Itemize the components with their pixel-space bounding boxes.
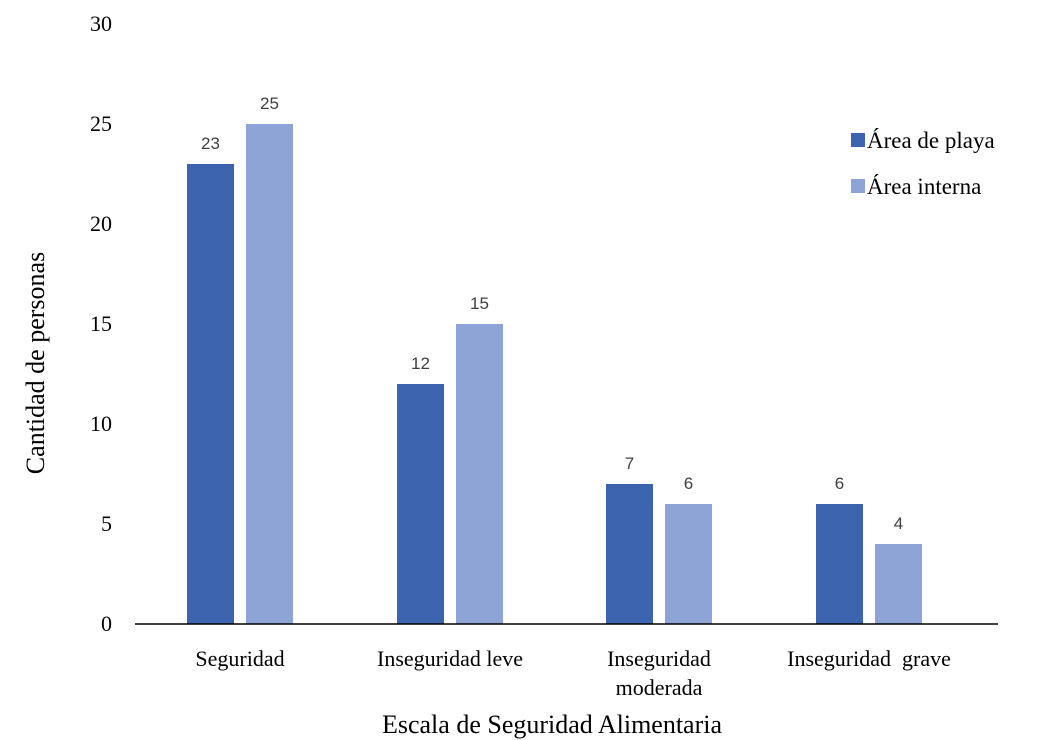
bar-series1-cat1 <box>456 324 503 624</box>
y-tick-label-10: 10 <box>90 411 112 436</box>
bar-series0-cat0 <box>187 164 234 624</box>
data-label-series1-cat3: 4 <box>894 514 903 533</box>
data-label-series0-cat3: 6 <box>835 474 844 493</box>
y-tick-label-15: 15 <box>90 311 112 336</box>
x-category-label-0-line-0: Seguridad <box>195 646 284 671</box>
data-label-series0-cat1: 12 <box>411 354 430 373</box>
y-axis-tick-labels: 0 5 10 15 20 25 30 <box>90 11 112 636</box>
data-label-series1-cat0: 25 <box>260 94 279 113</box>
data-label-series1-cat2: 6 <box>684 474 693 493</box>
bars-group <box>187 124 922 624</box>
y-tick-label-30: 30 <box>90 11 112 36</box>
x-category-label-2-line-0: Inseguridad <box>607 646 711 671</box>
y-tick-label-20: 20 <box>90 211 112 236</box>
legend-swatch-0 <box>851 133 865 147</box>
x-category-label-3-line-0: Inseguridad grave <box>787 646 951 671</box>
bar-series1-cat2 <box>665 504 712 624</box>
data-label-series0-cat0: 23 <box>201 134 220 153</box>
y-axis-title: Cantidad de personas <box>21 252 50 474</box>
bar-series1-cat0 <box>246 124 293 624</box>
x-axis-category-labels: Seguridad Inseguridad leve Inseguridad mode… <box>195 646 950 700</box>
y-tick-label-25: 25 <box>90 111 112 136</box>
x-axis-title: Escala de Seguridad Alimentaria <box>382 710 723 739</box>
data-label-series1-cat1: 15 <box>470 294 489 313</box>
legend-swatch-1 <box>851 179 865 193</box>
bar-series1-cat3 <box>875 544 922 624</box>
data-label-series0-cat2: 7 <box>625 454 634 473</box>
legend-label-0: Área de playa <box>867 128 995 153</box>
x-category-label-1-line-0: Inseguridad leve <box>377 646 523 671</box>
legend: Área de playa Área interna <box>851 128 995 199</box>
bar-series0-cat3 <box>816 504 863 624</box>
data-labels-group: 23 12 7 6 25 15 6 4 <box>201 94 903 533</box>
y-tick-label-0: 0 <box>101 611 112 636</box>
legend-label-1: Área interna <box>867 174 981 199</box>
bar-series0-cat1 <box>397 384 444 624</box>
x-category-label-2-line-1: moderada <box>616 675 703 700</box>
bar-series0-cat2 <box>606 484 653 624</box>
y-tick-label-5: 5 <box>101 511 112 536</box>
